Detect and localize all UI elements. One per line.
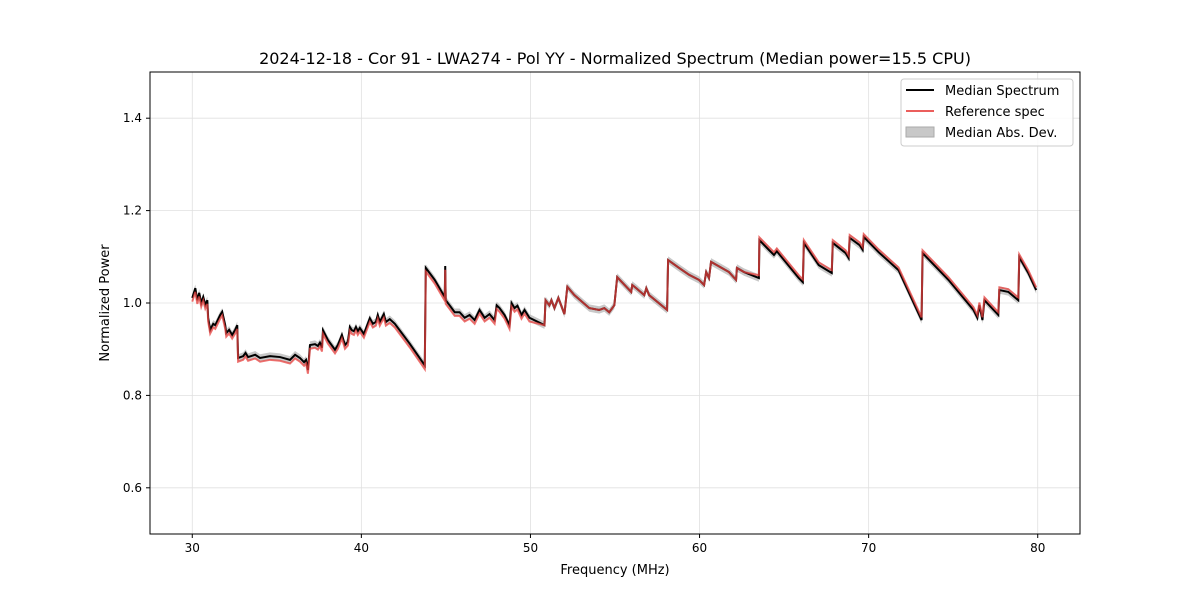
legend-mad-label: Median Abs. Dev. (945, 126, 1057, 141)
x-tick-label: 30 (185, 541, 200, 555)
legend-reference-label: Reference spec (945, 105, 1045, 120)
y-tick-label: 0.6 (123, 481, 142, 495)
y-axis: 0.6 0.8 1.0 1.2 1.4 (123, 111, 150, 495)
y-tick-label: 1.2 (123, 204, 142, 218)
y-axis-label: Normalized Power (98, 244, 113, 362)
x-tick-label: 50 (523, 541, 538, 555)
legend-frame (900, 78, 1074, 147)
reference-spec-line (191, 231, 1038, 374)
x-tick-label: 70 (861, 541, 876, 555)
legend-mad-swatch (905, 126, 935, 138)
chart-title: 2024-12-18 - Cor 91 - LWA274 - Pol YY - … (259, 49, 971, 68)
series-group (191, 231, 1038, 374)
x-tick-label: 60 (692, 541, 707, 555)
y-tick-label: 0.8 (123, 388, 142, 402)
x-tick-label: 40 (354, 541, 369, 555)
x-axis-label: Frequency (MHz) (560, 563, 669, 578)
x-axis: 30 40 50 60 70 80 (185, 534, 1045, 555)
legend-median-label: Median Spectrum (945, 84, 1059, 99)
y-tick-label: 1.4 (123, 111, 142, 125)
x-tick-label: 80 (1030, 541, 1045, 555)
y-tick-label: 1.0 (123, 296, 142, 310)
legend: Median Spectrum Reference spec Median Ab… (900, 78, 1074, 147)
